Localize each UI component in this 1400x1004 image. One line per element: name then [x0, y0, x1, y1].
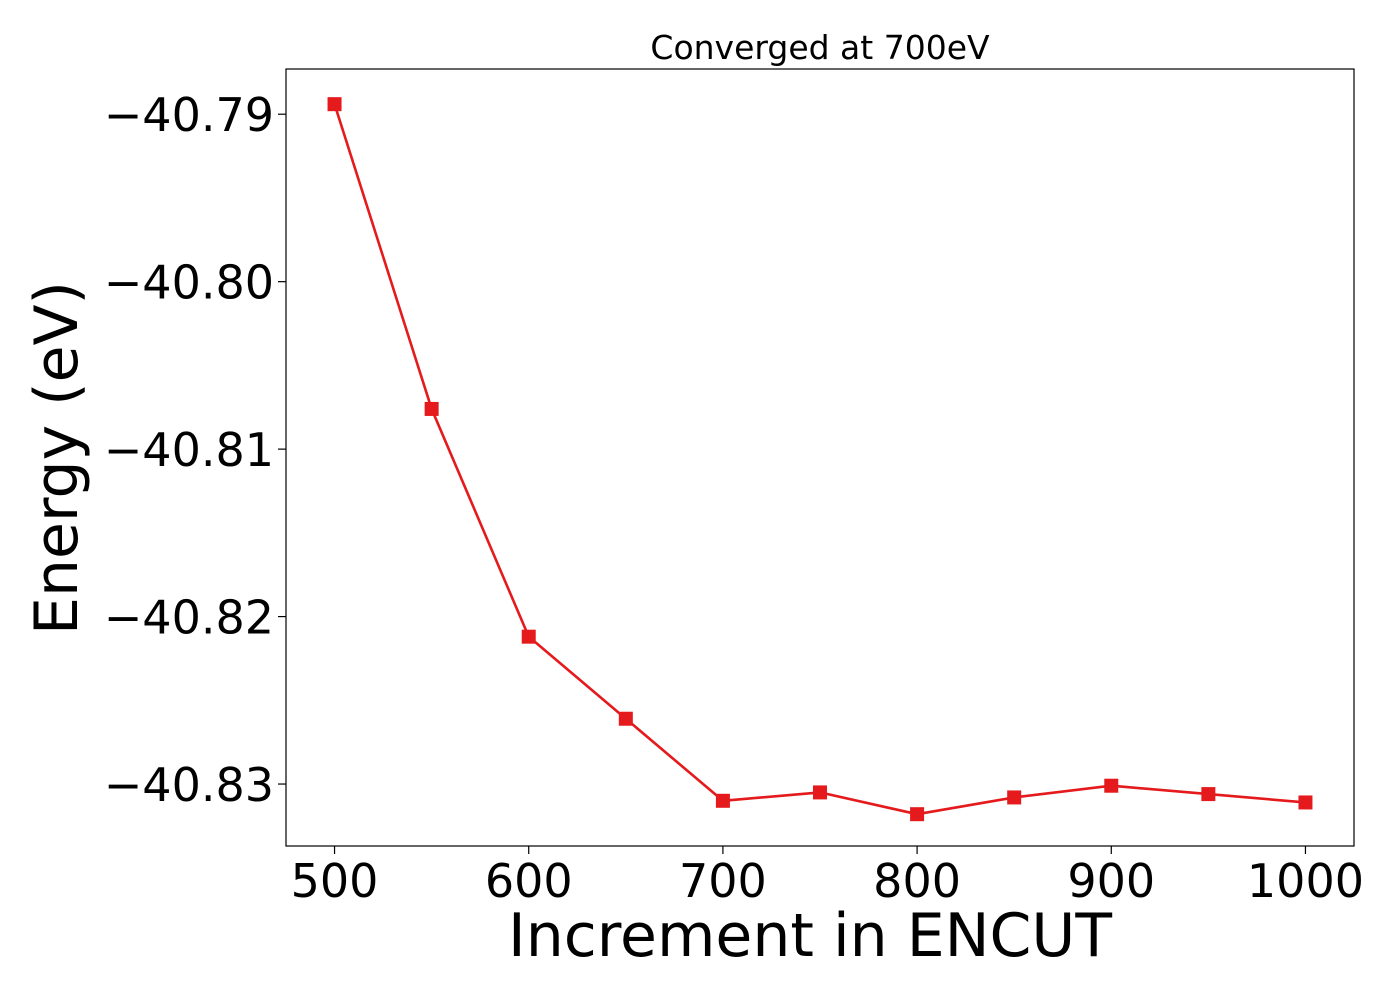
plot-frame — [285, 68, 1355, 847]
data-point-marker — [618, 711, 633, 726]
y-tick-label: −40.82 — [104, 591, 274, 645]
data-point-marker — [327, 97, 342, 112]
x-tick-label: 1000 — [1247, 854, 1364, 908]
y-tick-label: −40.80 — [104, 256, 274, 310]
chart-title: Converged at 700eV — [650, 28, 990, 67]
x-tick-label: 600 — [485, 854, 573, 908]
data-point-marker — [813, 785, 827, 800]
plot-area: 500 600 700 800 900 1000 −40.79 −40.80 −40.81 −40… — [104, 68, 1364, 908]
x-tick-label: 500 — [291, 854, 379, 908]
data-point-marker — [910, 807, 925, 822]
data-point-marker — [1007, 790, 1022, 805]
y-tick-label: −40.83 — [104, 758, 274, 812]
data-point-marker — [1298, 795, 1313, 810]
x-tick-label: 800 — [873, 854, 961, 908]
y-tick-label: −40.81 — [104, 423, 274, 477]
data-point-marker — [424, 401, 439, 416]
data-point-marker — [715, 793, 730, 808]
x-axis-label: Increment in ENCUT — [508, 901, 1112, 971]
data-point-marker — [1104, 778, 1119, 793]
series-line — [333, 103, 1306, 816]
y-tick-label: −40.79 — [104, 88, 274, 142]
x-tick-label: 700 — [679, 854, 767, 908]
y-axis-label: Energy (eV) — [22, 281, 92, 635]
x-tick-label: 900 — [1067, 854, 1155, 908]
data-point-marker — [521, 629, 536, 644]
data-point-marker — [1201, 787, 1216, 802]
